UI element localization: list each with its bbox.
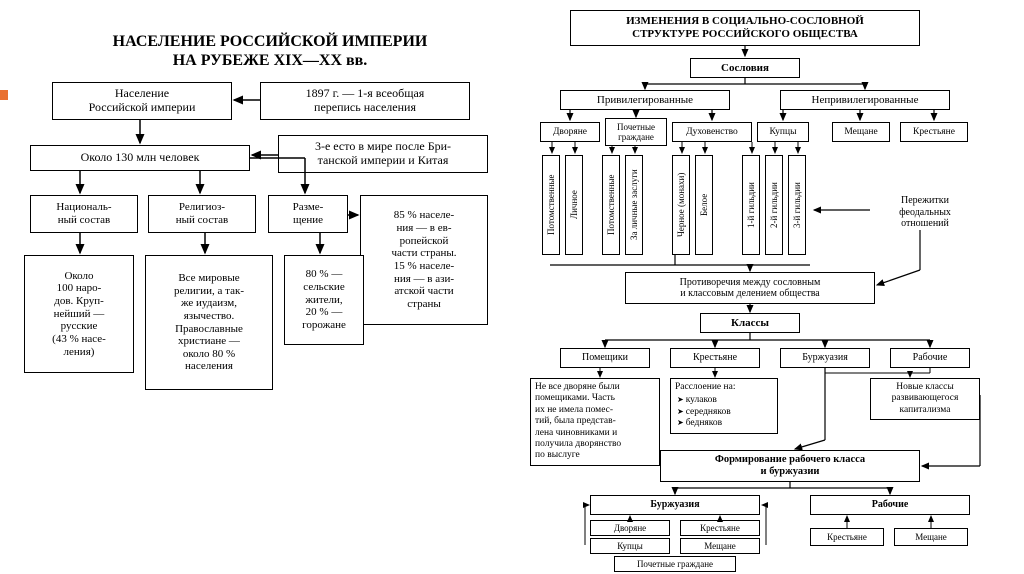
box-w-townsmen: Мещане — [894, 528, 968, 546]
box-religious: Религиоз-ный состав — [148, 195, 256, 233]
box-b-honor: Почетные граждане — [614, 556, 736, 572]
box-workers2: Рабочие — [810, 495, 970, 515]
box-religious-detail: Все мировыерелигии, а так-же иудаизм,язы… — [145, 255, 273, 390]
box-rank: 3-е есто в мире после Бри-танской импери… — [278, 135, 488, 173]
box-root: НаселениеРоссийской империи — [52, 82, 232, 120]
vbox-2: Личное — [565, 155, 583, 255]
box-census: 1897 г. — 1-я всеобщаяперепись населения — [260, 82, 470, 120]
note-feudal: Пережиткифеодальныхотношений — [870, 195, 980, 230]
box-placement-detail: 80 % —сельскиежители,20 % —горожане — [284, 255, 364, 345]
left-title-text: НАСЕЛЕНИЕ РОССИЙСКОЙ ИМПЕРИИНА РУБЕЖЕ XI… — [113, 33, 428, 69]
box-landlords: Помещики — [560, 348, 650, 368]
box-85percent: 85 % населе-ния — в ев-ропейскойчасти ст… — [360, 195, 488, 325]
box-bourgeois2: Буржуазия — [590, 495, 760, 515]
box-priv: Привилегированные — [560, 90, 730, 110]
note-peasants-list: кулаков середняков бедняков — [675, 395, 773, 429]
box-formation: Формирование рабочего классаи буржуазии — [660, 450, 920, 482]
box-total: Около 130 млн человек — [30, 145, 250, 171]
box-honor: Почетныеграждане — [605, 118, 667, 146]
box-peasants2: Крестьяне — [670, 348, 760, 368]
vbox-9: 3-й гильдии — [788, 155, 806, 255]
left-title: НАСЕЛЕНИЕ РОССИЙСКОЙ ИМПЕРИИНА РУБЕЖЕ XI… — [60, 32, 480, 70]
box-b-peasants: Крестьяне — [680, 520, 760, 536]
box-national-detail: Около100 наро-дов. Круп-нейший —русские(… — [24, 255, 134, 373]
box-nobles: Дворяне — [540, 122, 600, 142]
box-bourgeois: Буржуазия — [780, 348, 870, 368]
box-b-townsmen: Мещане — [680, 538, 760, 554]
box-clergy: Духовенство — [672, 122, 752, 142]
right-title: ИЗМЕНЕНИЯ В СОЦИАЛЬНО-СОСЛОВНОЙСТРУКТУРЕ… — [570, 10, 920, 46]
box-nonpriv: Непривилегированные — [780, 90, 950, 110]
box-placement: Разме-щение — [268, 195, 348, 233]
vbox-4: За личные заслуги — [625, 155, 643, 255]
vbox-5: Черное (монахи) — [672, 155, 690, 255]
box-w-peasants: Крестьяне — [810, 528, 884, 546]
note-newclasses: Новые классыразвивающегосякапитализма — [870, 378, 980, 420]
box-contradict: Противоречия между сословными классовым … — [625, 272, 875, 304]
box-b-nobles: Дворяне — [590, 520, 670, 536]
box-classes: Классы — [700, 313, 800, 333]
vbox-6: Белое — [695, 155, 713, 255]
vbox-7: 1-й гильдии — [742, 155, 760, 255]
box-merchants: Купцы — [757, 122, 809, 142]
box-national: Националь-ный состав — [30, 195, 138, 233]
note-peasants: Расслоение на: кулаков середняков бедняк… — [670, 378, 778, 434]
box-workers: Рабочие — [890, 348, 970, 368]
side-marker — [0, 90, 8, 100]
box-estates: Сословия — [690, 58, 800, 78]
vbox-1: Потомственные — [542, 155, 560, 255]
vbox-3: Потомственные — [602, 155, 620, 255]
box-b-merchants: Купцы — [590, 538, 670, 554]
box-peasants: Крестьяне — [900, 122, 968, 142]
box-townsmen: Мещане — [832, 122, 890, 142]
note-landlords: Не все дворяне былипомещиками. Частьих н… — [530, 378, 660, 466]
vbox-8: 2-й гильдии — [765, 155, 783, 255]
